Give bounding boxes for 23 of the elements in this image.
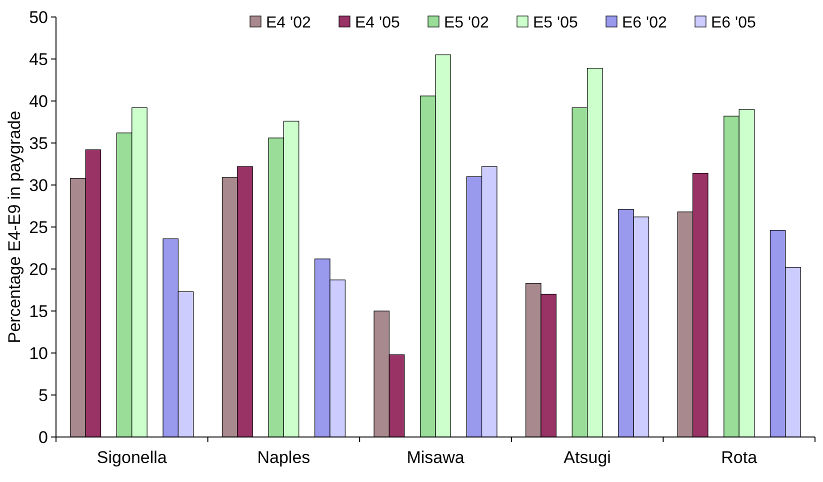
x-tick-label: Misawa (406, 448, 465, 467)
y-tick-label: 35 (29, 134, 48, 153)
y-tick-label: 15 (29, 302, 48, 321)
y-tick-label: 0 (38, 428, 48, 447)
y-tick-label: 45 (29, 50, 48, 69)
y-tick-label: 30 (29, 176, 48, 195)
legend-label: E4 '05 (355, 14, 400, 32)
legend-label: E6 '05 (711, 14, 756, 32)
x-tick-label: Naples (257, 448, 310, 467)
x-tick-label: Atsugi (564, 448, 611, 467)
y-tick-label: 40 (29, 92, 48, 111)
legend-label: E5 '02 (444, 14, 489, 32)
y-tick-label: 10 (29, 344, 48, 363)
y-tick-label: 50 (29, 8, 48, 27)
x-tick-label: Rota (721, 448, 758, 467)
y-tick-label: 20 (29, 260, 48, 279)
y-tick-label: 5 (38, 386, 48, 405)
y-tick-label: 25 (29, 218, 48, 237)
x-tick-label: Sigonella (96, 448, 168, 467)
legend-label: E6 '02 (622, 14, 667, 32)
legend-label: E4 '02 (266, 14, 311, 32)
y-axis-title: Percentage E4-E9 in paygrade (5, 110, 24, 344)
legend-label: E5 '05 (533, 14, 578, 32)
